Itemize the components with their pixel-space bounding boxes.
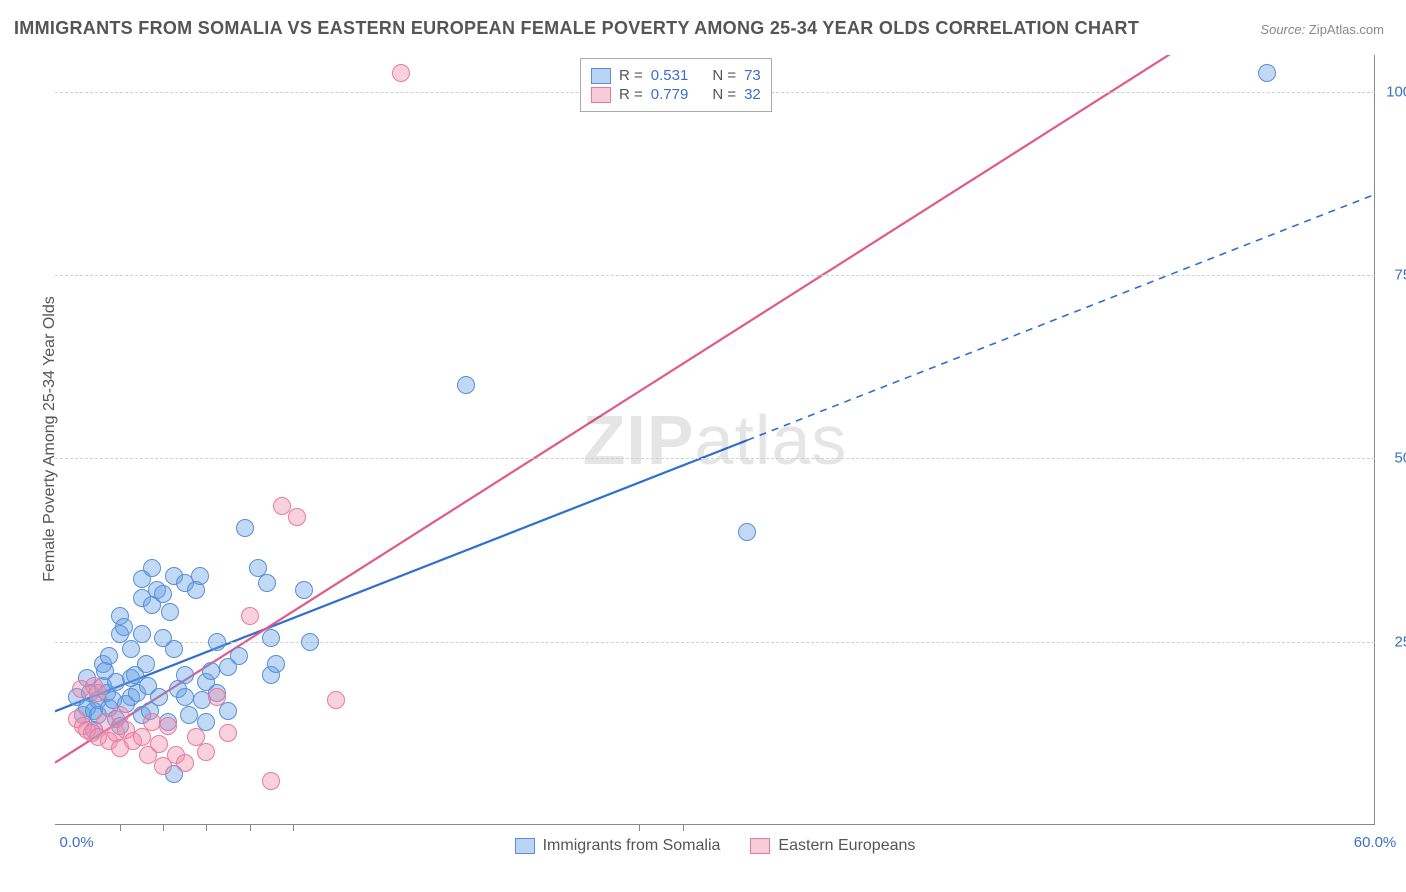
data-point-blue [176,688,194,706]
data-point-blue [258,574,276,592]
data-point-blue [180,706,198,724]
data-point-blue [230,647,248,665]
data-point-blue [267,655,285,673]
data-point-blue [165,640,183,658]
legend-swatch [750,838,770,854]
data-point-pink [197,743,215,761]
legend-bottom-item: Eastern Europeans [750,837,915,855]
source-value: ZipAtlas.com [1309,22,1384,37]
watermark-light: atlas [695,401,848,479]
trendline-blue-extrapolated [747,194,1375,440]
data-point-blue [161,603,179,621]
legend-n-value: 32 [744,86,761,103]
y-tick-label: 50.0% [1382,450,1406,467]
gridline [55,275,1375,276]
data-point-pink [241,607,259,625]
legend-top-box: R = 0.531 N = 73 R = 0.779 N = 32 [580,58,772,112]
gridline [55,642,1375,643]
legend-top-row: R = 0.779 N = 32 [591,86,761,103]
data-point-blue [100,647,118,665]
legend-n-label: N = [712,86,736,103]
plot-surface: ZIPatlas 25.0%50.0%75.0%100.0%0.0%60.0% [55,55,1375,825]
data-point-blue [150,688,168,706]
y-axis-right [1374,55,1375,825]
x-tick-minor [120,825,121,831]
legend-r-label: R = [619,67,643,84]
legend-series-label: Immigrants from Somalia [543,837,721,855]
data-point-blue [154,585,172,603]
watermark-bold: ZIP [583,401,695,479]
gridline [55,458,1375,459]
legend-swatch [591,87,611,103]
data-point-blue [122,640,140,658]
legend-n-value: 73 [744,67,761,84]
x-axis [55,824,1375,825]
data-point-blue [262,629,280,647]
data-point-blue [295,581,313,599]
data-point-pink [262,772,280,790]
legend-top-row: R = 0.531 N = 73 [591,67,761,84]
data-point-pink [89,684,107,702]
data-point-pink [176,754,194,772]
data-point-blue [219,702,237,720]
data-point-pink [208,688,226,706]
y-tick-label: 100.0% [1382,83,1406,100]
trendline-pink [55,55,1180,763]
data-point-blue [202,662,220,680]
data-point-pink [159,717,177,735]
legend-n-label: N = [712,67,736,84]
x-tick-minor [683,825,684,831]
data-point-blue [457,376,475,394]
data-point-pink [150,735,168,753]
x-tick-minor [639,825,640,831]
data-point-pink [288,508,306,526]
x-tick-minor [293,825,294,831]
y-tick-label: 75.0% [1382,267,1406,284]
chart-title: IMMIGRANTS FROM SOMALIA VS EASTERN EUROP… [14,18,1139,39]
data-point-blue [738,523,756,541]
legend-swatch [591,68,611,84]
legend-r-value: 0.779 [651,86,689,103]
x-tick-minor [163,825,164,831]
legend-swatch [515,838,535,854]
y-tick-label: 25.0% [1382,633,1406,650]
data-point-blue [143,559,161,577]
data-point-blue [1258,64,1276,82]
data-point-blue [133,625,151,643]
legend-series-label: Eastern Europeans [778,837,915,855]
source-citation: Source: ZipAtlas.com [1260,22,1384,37]
chart-area: ZIPatlas 25.0%50.0%75.0%100.0%0.0%60.0% … [55,55,1375,825]
trendline-blue [55,440,747,711]
trend-lines [55,55,1375,825]
x-tick-minor [206,825,207,831]
data-point-blue [176,666,194,684]
data-point-blue [236,519,254,537]
data-point-blue [191,567,209,585]
data-point-pink [133,728,151,746]
legend-bottom-item: Immigrants from Somalia [515,837,721,855]
data-point-pink [327,691,345,709]
data-point-pink [392,64,410,82]
data-point-blue [208,633,226,651]
legend-r-value: 0.531 [651,67,689,84]
source-label: Source: [1260,22,1305,37]
data-point-pink [219,724,237,742]
watermark: ZIPatlas [583,400,848,480]
legend-bottom: Immigrants from Somalia Eastern Europeans [55,837,1375,855]
x-tick-minor [250,825,251,831]
data-point-blue [301,633,319,651]
data-point-blue [115,618,133,636]
legend-r-label: R = [619,86,643,103]
data-point-blue [137,655,155,673]
